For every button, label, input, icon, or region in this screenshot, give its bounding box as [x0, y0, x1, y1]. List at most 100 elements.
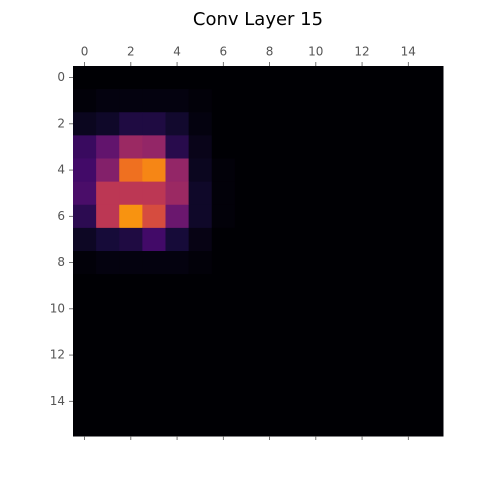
- heatmap-cell: [73, 251, 97, 275]
- x-tick-label: 2: [127, 45, 135, 59]
- heatmap-cell: [73, 158, 97, 183]
- heatmap-cell: [73, 112, 97, 136]
- heatmap-cell: [234, 227, 259, 252]
- heatmap-cell: [304, 112, 328, 136]
- heatmap-cell: [281, 366, 305, 391]
- heatmap-cell: [419, 135, 444, 159]
- heatmap-cell: [258, 66, 282, 90]
- heatmap-cell: [165, 389, 190, 414]
- heatmap-cell: [327, 158, 351, 183]
- heatmap-cell: [234, 366, 259, 391]
- heatmap-cell: [350, 204, 375, 229]
- heatmap-cell: [304, 181, 328, 206]
- heatmap-cell: [258, 112, 282, 136]
- heatmap-cell: [211, 227, 236, 252]
- heatmap-cell: [211, 320, 236, 344]
- heatmap-cell: [73, 89, 97, 113]
- heatmap-cell: [396, 343, 421, 368]
- heatmap-cell: [142, 343, 166, 368]
- heatmap-cell: [142, 297, 166, 321]
- heatmap-cell: [258, 297, 282, 321]
- heatmap-cell: [350, 366, 375, 391]
- heatmap-cell: [419, 389, 444, 414]
- heatmap-cell: [419, 204, 444, 229]
- heatmap-cell: [234, 112, 259, 136]
- heatmap-cell: [188, 89, 213, 113]
- heatmap-cell: [327, 412, 351, 437]
- heatmap-cell: [234, 297, 259, 321]
- heatmap-cell: [142, 412, 166, 437]
- heatmap-cell: [119, 135, 143, 159]
- heatmap-cell: [142, 227, 166, 252]
- heatmap-cell: [188, 412, 213, 437]
- heatmap-cell: [73, 204, 97, 229]
- heatmap-cell: [119, 181, 143, 206]
- heatmap-cell: [396, 274, 421, 298]
- heatmap-cell: [73, 320, 97, 344]
- heatmap-cell: [142, 112, 166, 136]
- heatmap-cell: [188, 66, 213, 90]
- heatmap-cell: [96, 135, 120, 159]
- heatmap-cell: [396, 135, 421, 159]
- y-tick-label: 6: [57, 209, 65, 223]
- heatmap-cell: [327, 343, 351, 368]
- heatmap-cell: [396, 320, 421, 344]
- heatmap-cell: [188, 274, 213, 298]
- heatmap-cell: [419, 366, 444, 391]
- heatmap-cell: [96, 227, 120, 252]
- heatmap-cell: [234, 412, 259, 437]
- heatmap-cell: [73, 412, 97, 437]
- y-tick-label: 14: [50, 394, 65, 408]
- x-tick-label: 0: [81, 45, 89, 59]
- heatmap-cell: [350, 343, 375, 368]
- heatmap-cell: [419, 227, 444, 252]
- heatmap-cell: [396, 181, 421, 206]
- heatmap-cell: [281, 251, 305, 275]
- x-tick-label: 12: [354, 45, 369, 59]
- heatmap-cell: [119, 297, 143, 321]
- heatmap-cell: [234, 320, 259, 344]
- heatmap-cell: [281, 112, 305, 136]
- heatmap-cell: [234, 343, 259, 368]
- heatmap-cell: [73, 181, 97, 206]
- heatmap-cell: [419, 66, 444, 90]
- heatmap-cell: [165, 204, 190, 229]
- heatmap-cell: [396, 389, 421, 414]
- heatmap-cell: [373, 158, 398, 183]
- heatmap-cell: [142, 274, 166, 298]
- heatmap-cell: [396, 227, 421, 252]
- heatmap-cell: [211, 158, 236, 183]
- heatmap-cell: [96, 204, 120, 229]
- heatmap-cell: [73, 135, 97, 159]
- heatmap-cell: [211, 274, 236, 298]
- heatmap-cell: [165, 412, 190, 437]
- heatmap-cell: [73, 274, 97, 298]
- heatmap-cell: [234, 181, 259, 206]
- heatmap-cell: [165, 227, 190, 252]
- heatmap-cell: [419, 412, 444, 437]
- heatmap-cell: [281, 343, 305, 368]
- heatmap-cell: [327, 251, 351, 275]
- heatmap-cell: [119, 158, 143, 183]
- y-tick-label: 2: [57, 116, 65, 130]
- heatmap-cell: [350, 181, 375, 206]
- heatmap-cell: [350, 274, 375, 298]
- heatmap-cell: [73, 227, 97, 252]
- heatmap-cell: [304, 366, 328, 391]
- heatmap-cell: [96, 181, 120, 206]
- heatmap-cell: [73, 389, 97, 414]
- heatmap-cell: [142, 366, 166, 391]
- x-tick-label: 4: [173, 45, 181, 59]
- heatmap-cell: [373, 135, 398, 159]
- heatmap-cell: [373, 343, 398, 368]
- heatmap-cell: [304, 251, 328, 275]
- heatmap-cell: [373, 297, 398, 321]
- heatmap-cell: [119, 66, 143, 90]
- heatmap-cell: [327, 89, 351, 113]
- heatmap-cell: [142, 158, 166, 183]
- heatmap-cell: [327, 227, 351, 252]
- heatmap-cell: [258, 274, 282, 298]
- heatmap-cell: [327, 389, 351, 414]
- heatmap-cell: [165, 343, 190, 368]
- heatmap-cell: [373, 89, 398, 113]
